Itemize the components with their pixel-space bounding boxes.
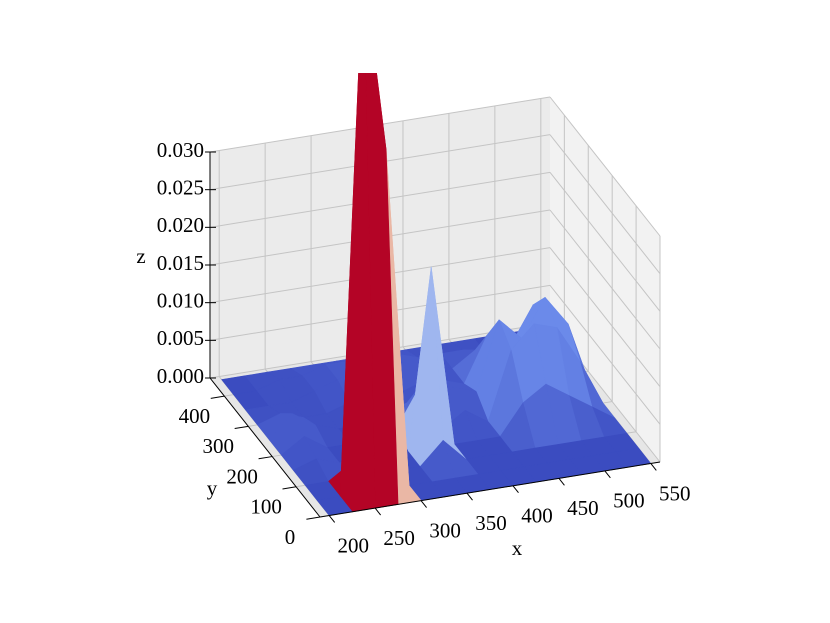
z-tick-label: 0.010 — [157, 288, 204, 312]
z-tick-label: 0.015 — [157, 251, 204, 275]
x-tick-label: 250 — [383, 526, 415, 550]
grid-line — [549, 247, 661, 387]
z-tick-label: 0.000 — [157, 364, 204, 388]
grid-line — [549, 172, 661, 312]
x-axis-line — [319, 461, 661, 518]
y-tick — [234, 425, 249, 430]
y-tick-label: 0 — [285, 525, 296, 549]
x-tick-label: 400 — [521, 504, 553, 528]
y-tick — [258, 456, 273, 460]
y-axis-label: y — [207, 476, 218, 500]
x-tick-label: 300 — [429, 518, 461, 542]
y-tick-label: 200 — [226, 464, 258, 488]
x-tick-label: 350 — [475, 511, 507, 535]
x-tick — [466, 492, 473, 501]
y-tick-label: 100 — [250, 495, 282, 519]
x-tick-label: 500 — [613, 489, 645, 513]
z-tick-label: 0.030 — [157, 138, 204, 162]
x-tick — [604, 470, 611, 479]
z-tick-label: 0.005 — [157, 326, 204, 350]
y-tick-label: 300 — [203, 434, 235, 458]
y-axis-line — [209, 377, 321, 518]
z-tick-label: 0.020 — [157, 213, 204, 237]
x-tick — [512, 485, 519, 494]
z-axis-label: z — [136, 244, 145, 268]
x-tick-label: 200 — [337, 533, 369, 557]
x-tick-label: 550 — [659, 481, 691, 505]
x-tick — [374, 507, 382, 516]
y-tick — [282, 486, 297, 490]
x-tick — [420, 500, 427, 508]
y-tick — [306, 516, 321, 520]
x-tick-label: 450 — [567, 496, 599, 520]
x-axis-label: x — [512, 536, 523, 560]
grid-line — [549, 134, 661, 274]
y-tick — [210, 395, 225, 399]
grid-line — [549, 209, 661, 350]
x-tick — [558, 478, 565, 486]
z-tick-label: 0.025 — [157, 175, 204, 199]
x-tick — [650, 463, 657, 471]
surface — [221, 73, 652, 516]
y-tick-label: 400 — [179, 404, 211, 428]
grid-line — [549, 285, 661, 425]
x-tick — [328, 515, 336, 523]
grid-line — [549, 96, 661, 237]
